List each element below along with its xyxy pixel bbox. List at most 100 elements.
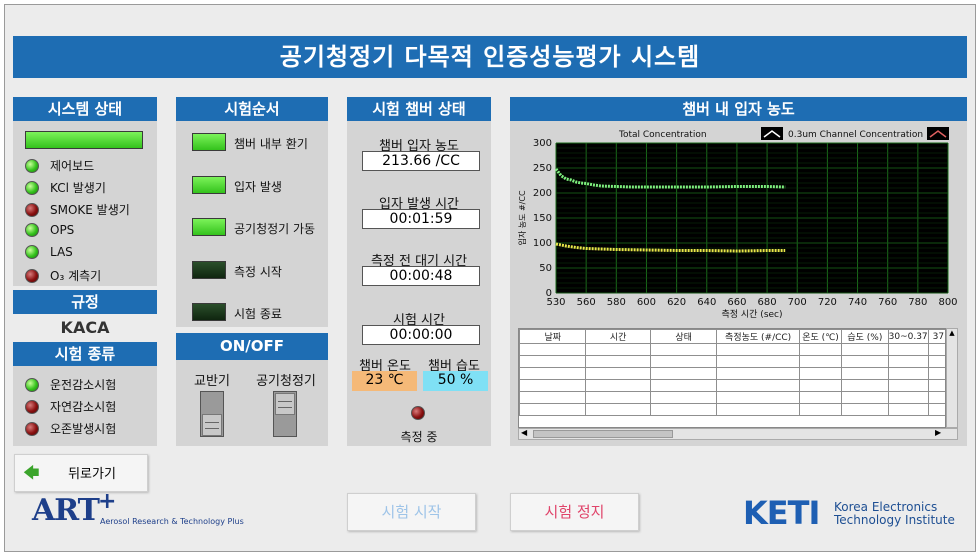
test-type-led-icon [25,421,39,436]
table-row[interactable] [519,391,945,404]
table-row[interactable] [519,355,945,368]
regulation-title: 규정 [13,290,157,314]
sequence-indicator [192,133,226,151]
status-item: KCl 발생기 [25,179,106,196]
status-led-icon [25,202,39,217]
scroll-up-arrow-icon[interactable]: ▲ [949,329,955,337]
sequence-step-label: 챔버 내부 환기 [234,137,308,151]
test-time-value: 00:00:00 [362,325,480,345]
sequence-step-label: 입자 발생 [234,180,282,194]
table-row[interactable] [519,379,945,392]
gen-time-label: 입자 발생 시간 [378,197,460,212]
x-tick-label: 700 [788,297,807,308]
stop-test-button[interactable]: 시험 정지 [510,493,639,531]
start-test-button[interactable]: 시험 시작 [347,493,476,531]
table-header-cell: 37 [927,329,945,344]
status-led-icon [25,245,39,259]
scroll-thumb[interactable] [533,430,673,438]
sequence-step-label: 공기청정기 가동 [234,222,316,236]
art-logo: ART + Aerosol Research & Technology Plus [32,489,244,528]
status-item: SMOKE 발생기 [25,201,130,218]
sequence-title: 시험순서 [176,97,328,121]
keti-logo: KETI [743,494,820,532]
y-tick-label: 300 [533,138,552,149]
back-button[interactable]: 🡄 뒤로가기 [14,454,148,492]
x-tick-label: 580 [607,297,626,308]
x-tick-label: 720 [818,297,837,308]
status-item-label: OPS [50,223,75,237]
x-tick-label: 800 [938,297,957,308]
data-table[interactable]: 날짜 시간 상태 측정농도 (#/CC) 온도 (℃) 습도 (%) 30~0.37 37 [518,328,946,428]
stirrer-label: 교반기 [194,374,230,389]
legend-swatch-icon [763,130,781,138]
status-item-label: O₃ 계측기 [50,269,102,283]
x-tick-label: 530 [546,297,565,308]
scroll-right-arrow-icon[interactable]: ▶ [935,428,942,437]
test-type-label: 오존발생시험 [50,422,117,436]
scroll-left-arrow-icon[interactable]: ◀ [521,428,528,437]
status-item-label: LAS [50,245,73,259]
system-status-bar [25,131,143,149]
chamber-title: 시험 챔버 상태 [347,97,491,121]
test-type-item[interactable]: 자연감소시험 [25,398,116,415]
wait-time-label: 측정 전 대기 시간 [370,254,468,269]
app-title: 공기청정기 다목적 인증성능평가 시스템 [13,36,967,78]
test-time-label: 시험 시간 [393,313,445,328]
status-led-icon [25,158,39,173]
concentration-title: 챔버 내 입자 농도 [510,97,967,121]
sequence-indicator [192,261,226,279]
x-tick-label: 760 [878,297,897,308]
back-button-label: 뒤로가기 [68,467,116,482]
test-type-label: 운전감소시험 [50,378,117,392]
legend-swatch [761,127,783,140]
sequence-indicator [192,218,226,236]
legend-label: Total Concentration [618,130,707,140]
table-row[interactable] [519,343,945,356]
series-line [555,242,786,253]
table-row[interactable] [519,367,945,380]
x-tick-label: 620 [667,297,686,308]
status-led-icon [25,180,39,195]
test-type-item[interactable]: 운전감소시험 [25,376,116,393]
test-type-led-icon [25,399,39,414]
table-header-cell: 30~0.37 [887,329,929,344]
status-led-icon [25,268,39,283]
table-vertical-scrollbar[interactable]: ▲ [946,328,958,428]
y-tick-label: 250 [533,163,552,174]
onoff-title: ON/OFF [176,333,328,360]
x-tick-label: 560 [577,297,596,308]
stirrer-toggle[interactable] [200,391,224,437]
sequence-indicator [192,176,226,194]
x-tick-label: 660 [727,297,746,308]
status-item: LAS [25,245,73,259]
y-tick-label: 0 [546,288,552,299]
y-tick-label: 100 [533,238,552,249]
concentration-chart: 530 560 580 600 620 640 660 680 700 720 740 760 780 8… [518,127,958,320]
chamber-conc-label: 챔버 입자 농도 [378,139,460,154]
sequence-step-label: 시험 종료 [234,307,282,321]
test-type-label: 자연감소시험 [50,400,117,414]
table-row[interactable] [519,403,945,416]
y-tick-label: 150 [533,213,552,224]
status-led-icon [25,223,39,237]
purifier-toggle[interactable] [273,391,297,437]
humid-label: 챔버 습도 [428,359,480,374]
status-item: 제어보드 [25,157,94,174]
status-item-label: KCl 발생기 [50,181,106,195]
x-tick-label: 740 [848,297,867,308]
table-header-cell: 상태 [649,329,718,344]
table-horizontal-scrollbar[interactable]: ◀ ▶ [518,428,958,440]
back-arrow-icon: 🡄 [23,463,40,482]
keti-name: Korea Electronics Technology Institute [834,500,955,527]
system-status-title: 시스템 상태 [13,97,157,121]
chamber-conc-value: 213.66 /CC [362,151,480,171]
temp-label: 챔버 온도 [359,359,411,374]
y-axis-label: 입자 농도 #/CC [518,190,527,246]
measuring-label: 측정 중 [400,430,438,444]
y-tick-label: 50 [539,263,552,274]
table-header-cell: 측정농도 (#/CC) [716,329,800,344]
test-type-item[interactable]: 오존발생시험 [25,420,116,437]
humid-value: 50 % [423,371,488,391]
legend-swatch-icon [929,130,947,138]
status-item: OPS [25,223,74,237]
